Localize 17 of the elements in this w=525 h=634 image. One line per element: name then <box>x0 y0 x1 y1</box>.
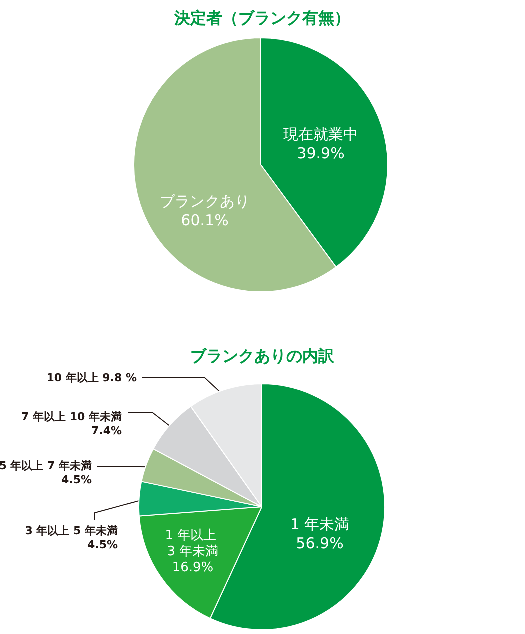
data-label: 56.9% <box>296 534 344 552</box>
data-label: 39.9% <box>297 144 345 162</box>
slice-label: 10 年以上 9.8 % <box>46 372 137 384</box>
chart-title: 決定者（ブランク有無） <box>174 8 350 28</box>
data-label: 4.5% <box>61 474 92 486</box>
data-label: 16.9% <box>172 560 214 576</box>
slice-label: 3 年以上 5 年未満 <box>25 524 118 538</box>
slice-label: ブランクあり <box>160 192 250 210</box>
slice-label: 現在就業中 <box>284 126 358 144</box>
slice-label: 5 年以上 7 年未満 <box>0 460 92 472</box>
slice-label: 1 年以上 3 年未満 <box>165 528 221 560</box>
chart-title: ブランクありの内訳 <box>190 346 336 366</box>
data-label: 7.4% <box>91 424 122 438</box>
slice-label: 1 年未満 <box>290 516 350 534</box>
slice-label: 7 年以上 10 年未満 <box>22 410 122 424</box>
data-label: 4.5% <box>87 538 118 552</box>
data-label: 60.1% <box>181 212 229 230</box>
